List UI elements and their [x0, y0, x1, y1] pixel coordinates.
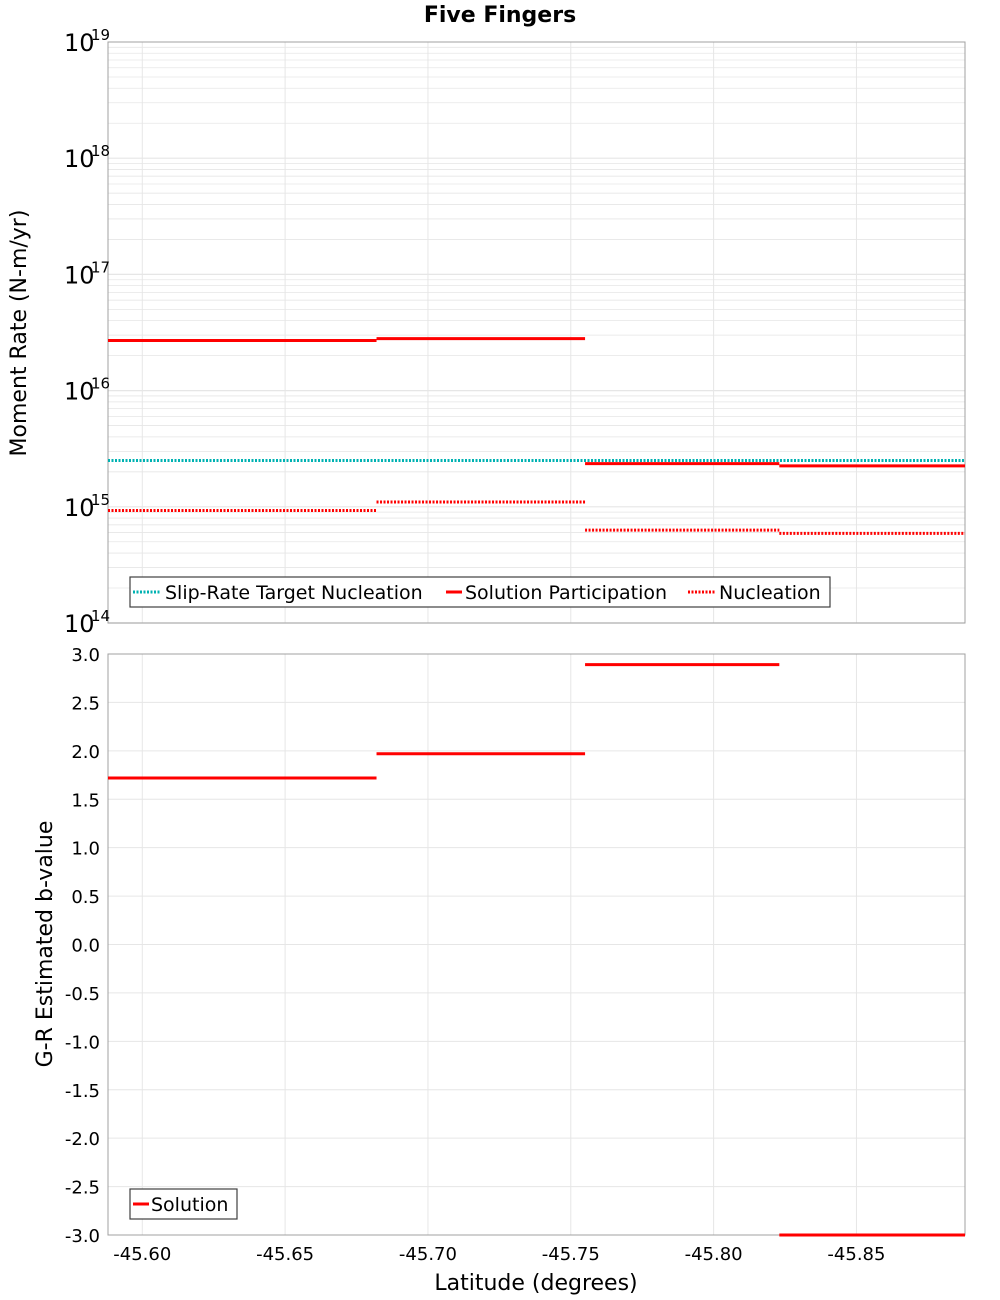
x-tick-label: -45.60 [113, 1244, 171, 1265]
bottom-y-tick-labels: 3.0 2.5 2.0 1.5 1.0 0.5 0.0 -0.5 -1.0 -1.5 -2.0 -2.… [65, 645, 100, 1247]
bottom-y-axis-title: G-R Estimated b-value [33, 821, 58, 1068]
y-tick-label: 1.5 [71, 790, 100, 811]
x-tick-label: -45.75 [542, 1244, 600, 1265]
y-tick-label: 2.0 [71, 742, 100, 763]
y-tick-exponent: 18 [91, 142, 110, 160]
y-tick-label: -2.5 [65, 1178, 100, 1199]
x-tick-label: -45.80 [685, 1244, 743, 1265]
y-tick-label: 10 [64, 145, 95, 173]
y-tick-label: 10 [64, 494, 95, 522]
legend-label: Solution Participation [465, 582, 667, 604]
y-tick-label: 10 [64, 378, 95, 406]
legend-label: Nucleation [719, 582, 821, 604]
y-tick-exponent: 19 [91, 26, 110, 44]
bottom-series [108, 663, 965, 1237]
y-tick-label: 10 [64, 610, 95, 638]
x-tick-label: -45.65 [256, 1244, 314, 1265]
y-tick-exponent: 16 [91, 375, 110, 393]
x-tick-label: -45.70 [399, 1244, 457, 1265]
y-tick-exponent: 14 [91, 607, 110, 625]
x-tick-labels: -45.60 -45.65 -45.70 -45.75 -45.80 -45.85 [113, 1244, 885, 1265]
y-tick-label: -2.0 [65, 1129, 100, 1150]
top-legend: Slip-Rate Target Nucleation Solution Part… [129, 576, 831, 608]
y-tick-label: -3.0 [65, 1226, 100, 1247]
x-axis-title: Latitude (degrees) [434, 1271, 637, 1296]
y-tick-label: -1.0 [65, 1032, 100, 1053]
y-tick-label: 1.0 [71, 839, 100, 860]
top-series [108, 337, 965, 535]
y-tick-label: 3.0 [71, 645, 100, 666]
x-tick-label: -45.85 [827, 1244, 885, 1265]
y-tick-label: -1.5 [65, 1081, 100, 1102]
chart-title: Five Fingers [424, 3, 576, 28]
top-plot-frame [107, 41, 966, 624]
y-tick-exponent: 17 [91, 258, 110, 276]
legend-label: Slip-Rate Target Nucleation [165, 582, 423, 604]
bottom-grid [108, 653, 965, 1236]
top-y-axis-title: Moment Rate (N-m/yr) [7, 210, 32, 457]
y-tick-label: -0.5 [65, 984, 100, 1005]
b-value-panel: 3.0 2.5 2.0 1.5 1.0 0.5 0.0 -0.5 -1.0 -1.5 -2.0 -2.… [33, 645, 966, 1265]
y-tick-exponent: 15 [91, 491, 110, 509]
y-tick-label: 0.5 [71, 887, 100, 908]
y-tick-label: 0.0 [71, 936, 100, 957]
y-tick-label: 2.5 [71, 693, 100, 714]
y-tick-label: 10 [64, 261, 95, 289]
legend-label: Solution [151, 1194, 228, 1216]
top-grid [108, 42, 965, 624]
bottom-legend: Solution [129, 1188, 238, 1220]
y-tick-label: 10 [64, 29, 95, 57]
bottom-plot-frame [107, 653, 966, 1236]
